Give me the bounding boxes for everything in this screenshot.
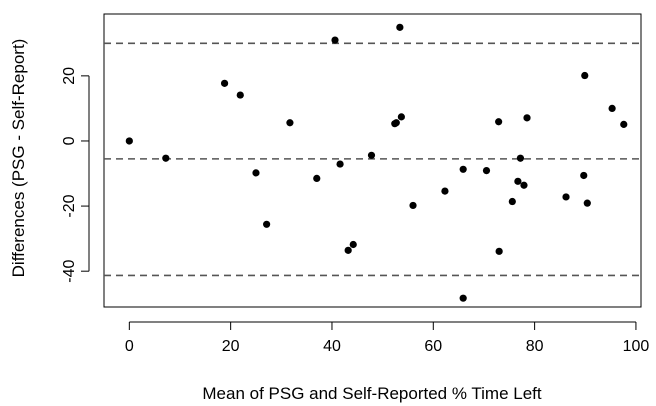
data-point — [367, 151, 376, 159]
x-tick-label: 100 — [623, 338, 650, 355]
x-tick-label: 60 — [424, 338, 442, 355]
data-point — [516, 154, 525, 162]
data-point — [344, 246, 352, 254]
data-point — [162, 154, 170, 162]
data-point — [313, 174, 321, 183]
y-tick-label: -40 — [61, 260, 78, 283]
x-tick-label: 80 — [526, 338, 544, 355]
data-point — [397, 113, 405, 121]
x-tick-label: 0 — [125, 338, 134, 355]
data-point — [459, 165, 467, 173]
data-point — [495, 247, 503, 255]
data-point — [580, 171, 588, 180]
plot-frame — [103, 13, 642, 308]
data-point — [482, 166, 491, 175]
data-point — [263, 220, 271, 228]
data-point — [220, 79, 229, 87]
data-point — [409, 201, 417, 210]
x-tick-label: 40 — [323, 338, 341, 355]
y-axis-title: Differences (PSG - Self-Report) — [9, 39, 28, 278]
data-point — [562, 193, 570, 201]
x-tick-label: 20 — [222, 338, 240, 355]
data-point — [523, 114, 531, 122]
data-point — [441, 187, 449, 195]
data-point — [236, 91, 244, 99]
data-point — [608, 104, 616, 113]
y-tick-label: 20 — [61, 67, 78, 85]
data-point — [331, 36, 339, 44]
data-point — [396, 23, 404, 31]
data-point — [392, 119, 400, 127]
data-point — [495, 118, 503, 126]
reference-lines — [104, 42, 641, 277]
data-point — [252, 169, 260, 177]
data-point — [508, 197, 516, 206]
data-point — [514, 177, 522, 185]
data-point — [125, 137, 133, 145]
data-point — [459, 294, 467, 302]
data-points — [125, 23, 628, 302]
y-axis: -40 -20 0 20 — [61, 67, 90, 283]
data-point — [581, 71, 589, 80]
y-tick-label: -20 — [61, 194, 78, 217]
data-point — [286, 119, 294, 127]
data-point — [583, 199, 591, 207]
data-point — [336, 160, 344, 168]
x-axis-title: Mean of PSG and Self-Reported % Time Lef… — [202, 384, 542, 403]
data-point — [620, 120, 628, 128]
y-tick-label: 0 — [61, 136, 78, 145]
data-point — [520, 181, 528, 189]
data-point — [349, 240, 357, 249]
x-axis: 0 20 40 60 80 100 — [125, 321, 650, 355]
